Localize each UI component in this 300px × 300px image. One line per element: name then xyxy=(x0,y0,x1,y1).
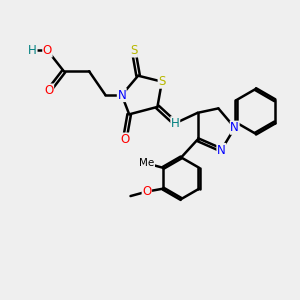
Text: N: N xyxy=(217,143,226,157)
Text: N: N xyxy=(230,121,239,134)
Text: S: S xyxy=(130,44,137,57)
Text: Me: Me xyxy=(139,158,154,168)
Text: H: H xyxy=(171,117,180,130)
Text: O: O xyxy=(44,84,54,97)
Text: S: S xyxy=(158,75,166,88)
Text: H: H xyxy=(28,44,37,57)
Text: O: O xyxy=(43,44,52,57)
Text: O: O xyxy=(142,185,152,198)
Text: N: N xyxy=(117,88,126,101)
Text: O: O xyxy=(120,133,129,146)
